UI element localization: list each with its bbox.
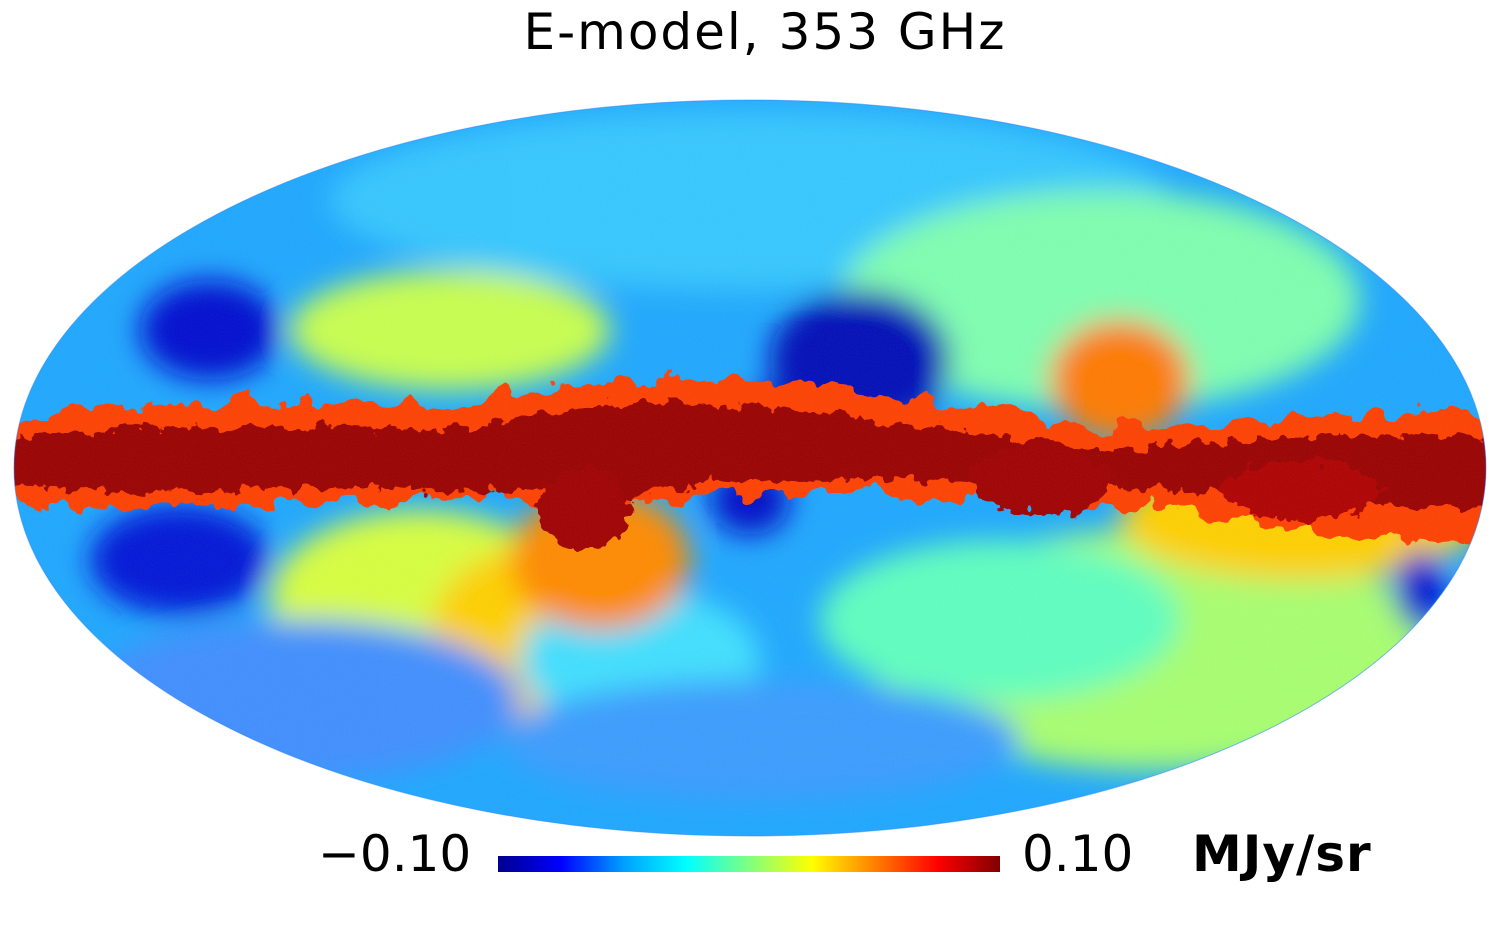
colorbar-unit-label: MJy/sr	[1192, 825, 1372, 883]
colorbar-max-label: 0.10	[1022, 825, 1134, 883]
map-title: E-model, 353 GHz	[523, 3, 1007, 61]
colorbar-min-label: −0.10	[318, 825, 472, 883]
colorbar	[498, 856, 1000, 872]
